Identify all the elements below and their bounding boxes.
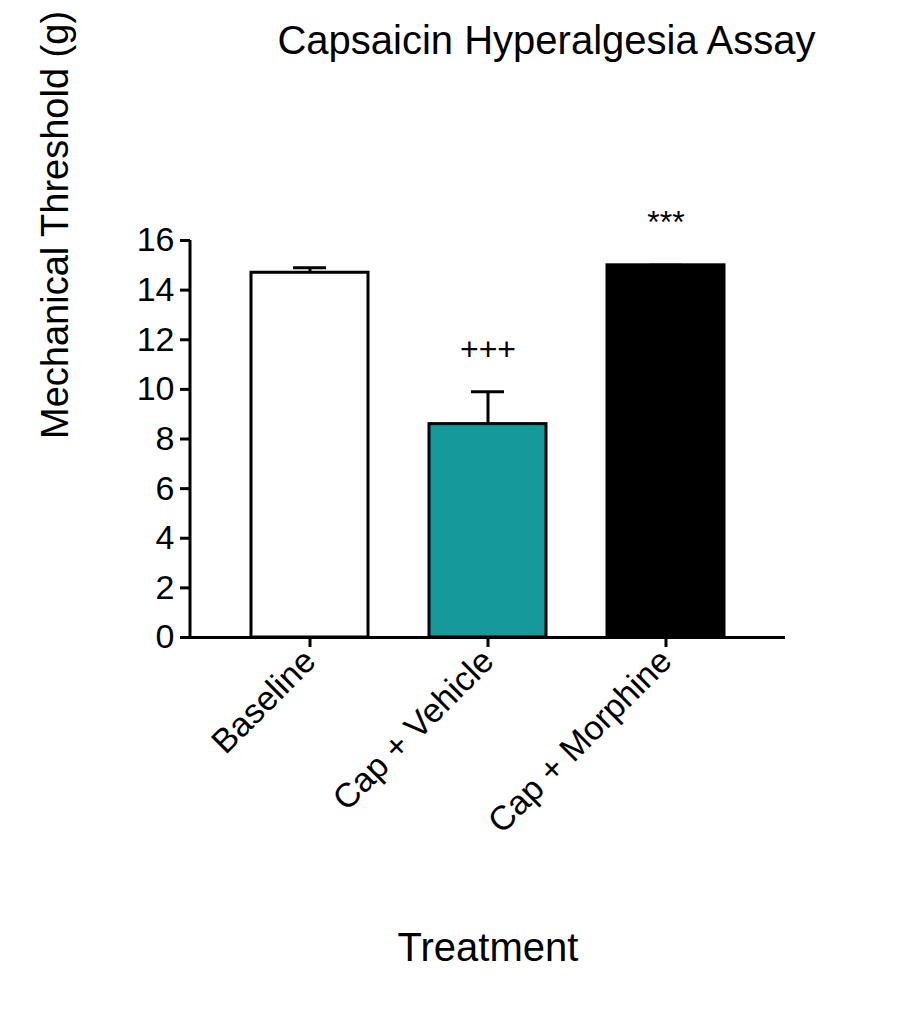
svg-text:6: 6 (156, 469, 175, 507)
svg-text:10: 10 (137, 369, 175, 407)
svg-text:16: 16 (137, 220, 175, 258)
svg-text:14: 14 (137, 270, 175, 308)
html-text:Capsaicin Hyperalgesia Assay: Capsaicin Hyperalgesia Assay (277, 18, 816, 62)
svg-text:12: 12 (137, 320, 175, 358)
svg-text:Cap + Vehicle: Cap + Vehicle (325, 641, 501, 817)
svg-text:+++: +++ (460, 331, 516, 367)
svg-text:2: 2 (156, 568, 175, 606)
svg-text:***: *** (647, 204, 684, 240)
svg-text:Cap + Morphine: Cap + Morphine (480, 641, 679, 840)
svg-text:Treatment: Treatment (398, 925, 579, 969)
svg-text:4: 4 (156, 518, 175, 556)
svg-text:0: 0 (156, 617, 175, 655)
svg-text:Mechanical Threshold (g): Mechanical Threshold (g) (34, 11, 76, 439)
svg-text:Baseline: Baseline (204, 641, 323, 760)
svg-text:8: 8 (156, 419, 175, 457)
